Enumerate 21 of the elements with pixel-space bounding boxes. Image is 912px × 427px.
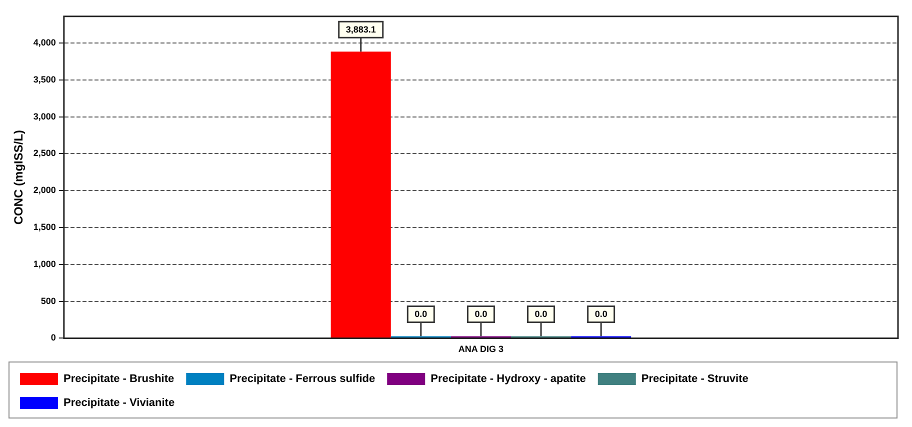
data-label: 0.0 (474, 309, 488, 320)
legend-label: Precipitate - Vivianite (64, 397, 175, 410)
legend-label: Precipitate - Hydroxy - apatite (430, 373, 586, 386)
y-tick-label: 500 (40, 296, 56, 306)
y-tick-label: 2,000 (33, 185, 56, 196)
y-axis-title: CONC (mgISS/L) (12, 130, 26, 225)
y-tick-label: 1,500 (33, 222, 56, 232)
data-label: 3,883.1 (346, 24, 376, 35)
y-tick-label: 0 (50, 332, 56, 343)
y-tick-label: 1,000 (33, 258, 56, 269)
data-label: 0.0 (414, 309, 428, 320)
y-tick-label: 2,500 (33, 148, 56, 158)
y-tick-label: 4,000 (33, 37, 56, 48)
legend-label: Precipitate - Brushite (64, 373, 174, 386)
data-label: 0.0 (594, 309, 608, 320)
legend-label: Precipitate - Struvite (641, 373, 748, 386)
data-label: 0.0 (534, 309, 548, 320)
legend-label: Precipitate - Ferrous sulfide (230, 373, 376, 386)
x-tick-label: ANA DIG 3 (458, 344, 504, 354)
y-tick-label: 3,000 (33, 111, 56, 122)
y-tick-label: 3,500 (33, 74, 56, 84)
